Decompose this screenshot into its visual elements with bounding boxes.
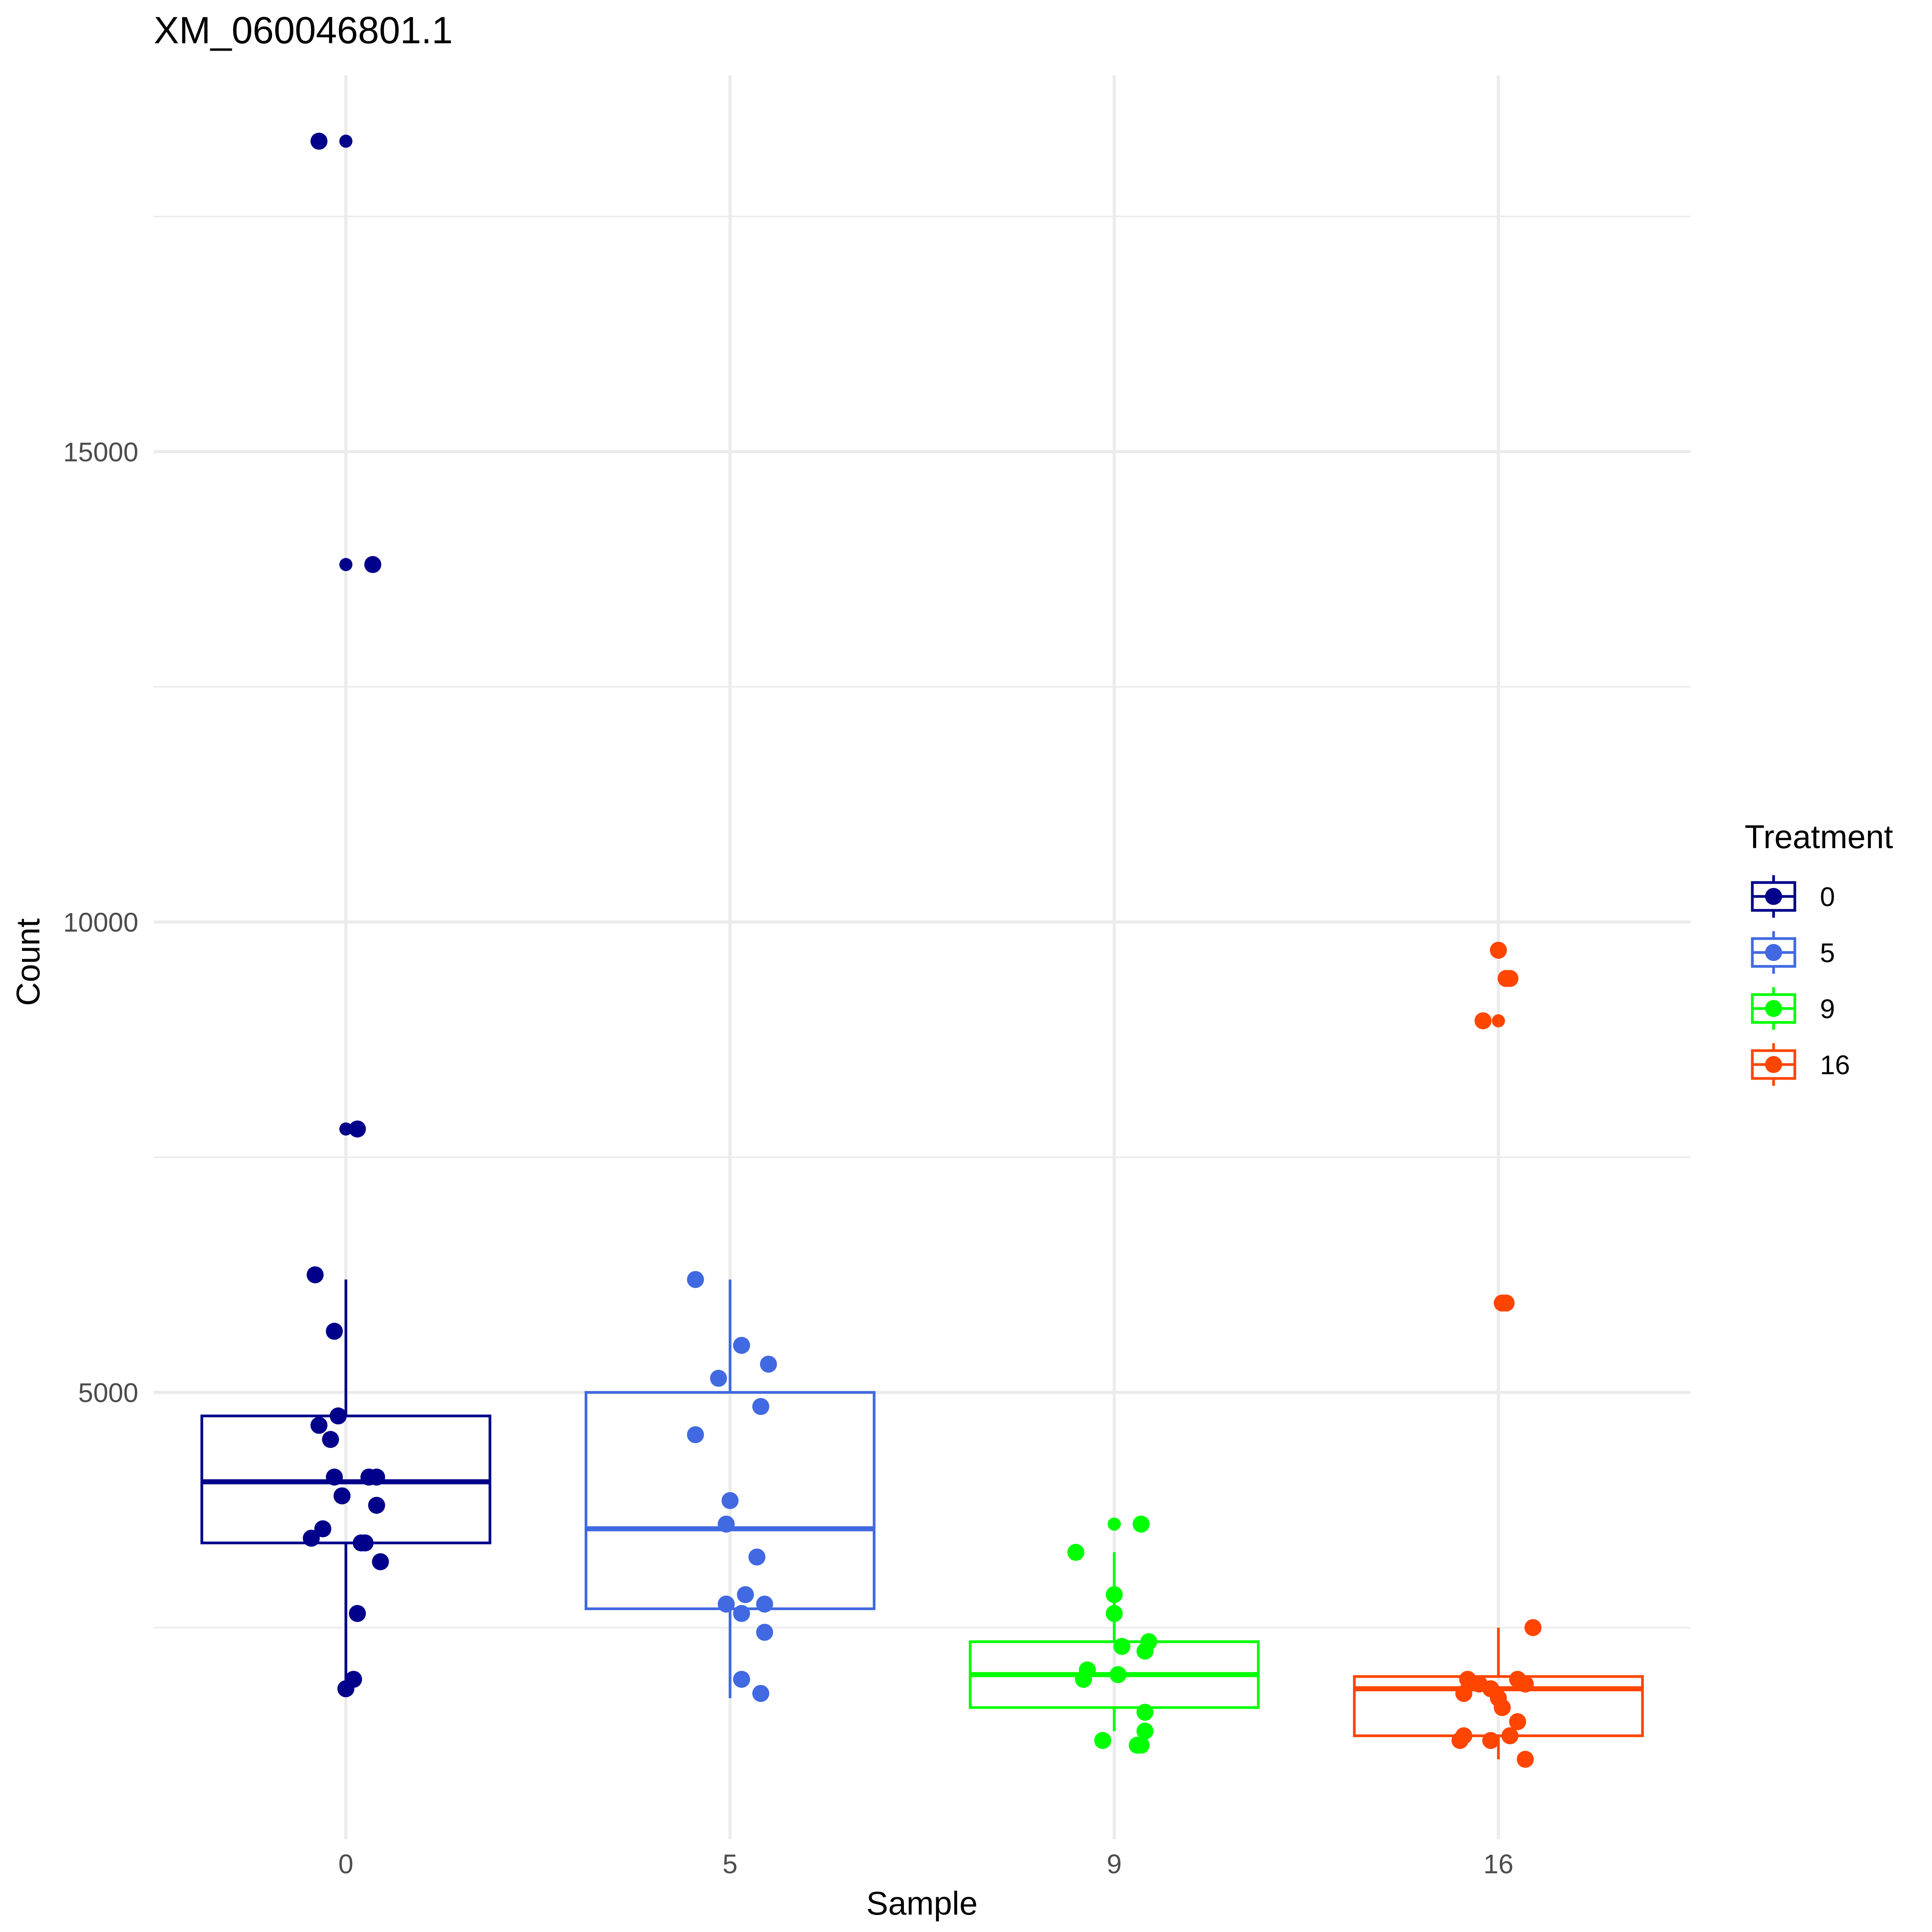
data-point (752, 1398, 769, 1415)
data-point (368, 1497, 385, 1514)
data-point (1493, 1294, 1511, 1312)
legend-label: 0 (1820, 882, 1835, 912)
data-point (748, 1548, 765, 1566)
legend-key: 5 (1751, 931, 1835, 974)
data-point (1451, 1732, 1469, 1749)
data-point (718, 1595, 735, 1613)
data-point (326, 1468, 343, 1486)
data-point (1501, 970, 1519, 987)
data-point (752, 1685, 769, 1702)
data-point (1492, 1014, 1505, 1027)
axes: 5000 10000 15000 0 5 9 16 (63, 437, 1513, 1879)
legend-keys: 0 5 9 16 (1751, 875, 1850, 1086)
data-point (1067, 1544, 1085, 1561)
x-tick-label: 0 (338, 1849, 354, 1879)
data-points (303, 133, 1542, 1768)
data-point (356, 1534, 374, 1552)
legend-key-point (1765, 1000, 1782, 1017)
data-point (710, 1370, 727, 1387)
x-tick-label: 5 (723, 1849, 738, 1879)
data-point (1136, 1704, 1154, 1721)
data-point (310, 1417, 328, 1434)
data-point (756, 1595, 773, 1613)
data-point (1094, 1732, 1111, 1749)
legend-title: Treatment (1745, 819, 1893, 855)
data-point (310, 133, 328, 150)
data-point (1490, 942, 1507, 959)
data-point (372, 1553, 389, 1570)
x-axis-label: Sample (866, 1885, 978, 1922)
data-point (339, 558, 353, 571)
legend-key: 0 (1751, 875, 1835, 918)
data-point (737, 1586, 754, 1603)
data-point (760, 1355, 777, 1373)
data-point (1129, 1736, 1146, 1754)
data-point (349, 1605, 366, 1622)
data-point (1524, 1619, 1542, 1636)
data-point (314, 1520, 332, 1537)
data-point (1509, 1713, 1526, 1730)
data-point (337, 1680, 355, 1697)
data-point (687, 1271, 704, 1288)
data-point (322, 1431, 339, 1448)
data-point (1482, 1732, 1499, 1749)
chart-title: XM_060046801.1 (154, 9, 453, 51)
legend-key: 16 (1751, 1043, 1850, 1086)
y-tick-label: 5000 (78, 1378, 138, 1408)
data-point (1475, 1012, 1492, 1029)
data-point (1501, 1727, 1519, 1745)
data-point (1075, 1671, 1092, 1688)
legend-key-point (1765, 888, 1782, 905)
data-point (326, 1323, 343, 1340)
data-point (733, 1671, 750, 1688)
data-point (333, 1487, 351, 1505)
legend-label: 9 (1820, 994, 1835, 1024)
data-point (1107, 1517, 1121, 1531)
data-point (1109, 1666, 1127, 1683)
data-point (718, 1515, 735, 1533)
data-point (330, 1407, 347, 1425)
legend-key-point (1765, 944, 1782, 961)
data-point (733, 1605, 750, 1622)
data-point (1455, 1685, 1473, 1702)
data-point (1105, 1605, 1123, 1622)
legend-label: 16 (1820, 1050, 1850, 1080)
data-point (339, 1122, 353, 1136)
data-point (1493, 1699, 1511, 1716)
legend-key-point (1765, 1056, 1782, 1073)
data-point (360, 1468, 378, 1486)
y-tick-label: 10000 (63, 907, 138, 937)
data-point (1113, 1638, 1131, 1655)
data-point (1133, 1515, 1150, 1533)
data-point (733, 1337, 750, 1354)
data-point (756, 1624, 773, 1641)
data-point (349, 1120, 366, 1138)
legend: Treatment 0 5 9 16 (1745, 819, 1893, 1086)
data-point (339, 134, 353, 148)
data-point (1136, 1723, 1154, 1740)
data-point (721, 1492, 739, 1509)
box-iqr (1353, 1675, 1644, 1737)
x-tick-label: 16 (1483, 1849, 1514, 1879)
data-point (1517, 1675, 1534, 1693)
data-point (687, 1426, 704, 1444)
legend-key: 9 (1751, 987, 1835, 1030)
data-point (364, 556, 381, 573)
legend-label: 5 (1820, 938, 1835, 968)
data-point (303, 1529, 320, 1547)
data-point (306, 1266, 324, 1284)
data-point (1517, 1751, 1534, 1768)
data-point (1136, 1643, 1154, 1660)
data-point (1105, 1586, 1123, 1603)
x-tick-label: 9 (1107, 1849, 1122, 1879)
y-axis-label: Count (10, 918, 47, 1006)
y-tick-label: 15000 (63, 437, 138, 467)
grid (154, 75, 1690, 1839)
